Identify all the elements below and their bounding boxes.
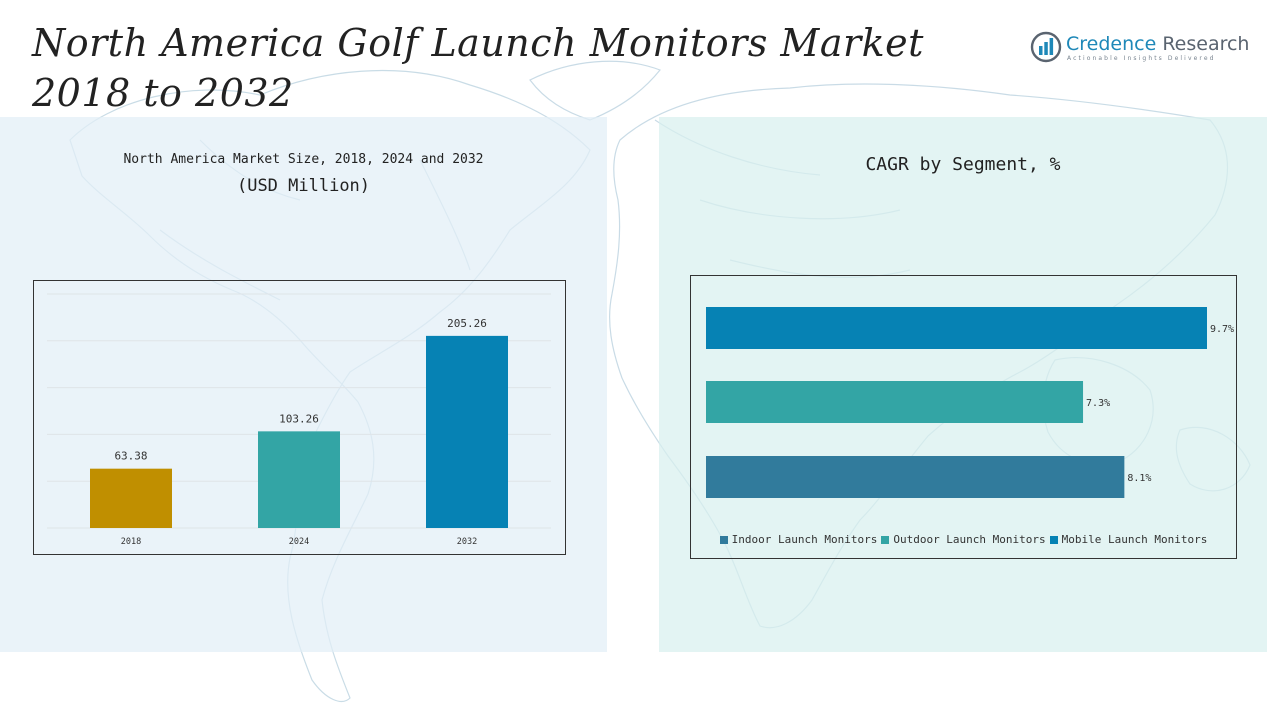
market-size-chart-frame xyxy=(33,280,566,555)
market-size-chart-subtitle: (USD Million) xyxy=(236,176,371,196)
logo-name: Credence Research xyxy=(1066,33,1249,55)
logo-tagline: Actionable Insights Delivered xyxy=(1067,55,1216,62)
legend-item: Outdoor Launch Monitors xyxy=(881,533,1046,546)
legend-swatch xyxy=(719,535,728,544)
cagr-chart-title: CAGR by Segment, % xyxy=(865,154,1061,175)
page-title-line2: 2018 to 2032 xyxy=(32,71,294,115)
legend-label: Mobile Launch Monitors xyxy=(1061,533,1208,546)
market-size-chart-title: North America Market Size, 2018, 2024 an… xyxy=(123,152,484,167)
legend-label: Indoor Launch Monitors xyxy=(731,533,878,546)
legend-label: Outdoor Launch Monitors xyxy=(893,533,1046,546)
bar-chart-circle-icon xyxy=(1030,31,1062,63)
logo-name-accent: Credence xyxy=(1066,33,1157,55)
company-logo: Credence Research Actionable Insights De… xyxy=(1030,31,1249,67)
legend-item: Indoor Launch Monitors xyxy=(719,533,878,546)
logo-name-rest: Research xyxy=(1156,33,1250,55)
cagr-legend: Indoor Launch Monitors Outdoor Launch Mon… xyxy=(690,533,1237,546)
legend-swatch xyxy=(881,535,890,544)
cagr-chart-frame xyxy=(690,275,1237,559)
page-title-line1: North America Golf Launch Monitors Marke… xyxy=(32,21,924,65)
legend-item: Mobile Launch Monitors xyxy=(1049,533,1208,546)
legend-swatch xyxy=(1049,535,1058,544)
page-title: North America Golf Launch Monitors Marke… xyxy=(32,18,924,118)
